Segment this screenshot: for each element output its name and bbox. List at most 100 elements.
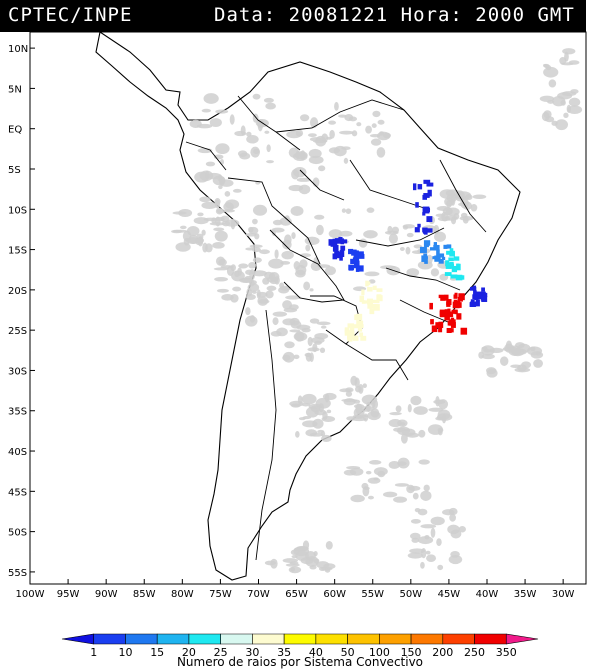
cloud-patch — [316, 224, 324, 236]
lightning-cell — [424, 207, 431, 213]
lightning-cell — [450, 263, 454, 269]
cloud-patch — [430, 516, 445, 526]
lightning-cell — [433, 244, 440, 251]
cloud-patch — [259, 249, 270, 255]
lat-tick-label: 50S — [8, 528, 27, 539]
cloud-patch — [328, 120, 337, 125]
cloud-patch — [251, 270, 267, 277]
lightning-cell — [423, 240, 431, 246]
cloud-patch — [401, 433, 408, 444]
lightning-cell — [356, 320, 364, 325]
lightning-cell — [451, 265, 458, 273]
cloud-patch — [214, 230, 228, 242]
lon-tick-label: 55W — [361, 589, 384, 600]
lat-tick-label: 35S — [8, 407, 27, 418]
cloud-patch — [486, 368, 498, 378]
colorbar-segment — [61, 633, 95, 645]
lightning-cell — [473, 290, 477, 296]
cloud-patch — [212, 175, 226, 186]
cloud-patch — [315, 135, 327, 147]
lightning-cell — [372, 285, 377, 291]
cloud-patch — [368, 279, 376, 284]
cloud-patch — [234, 130, 247, 137]
cloud-patch — [251, 247, 261, 253]
cloud-patch — [264, 130, 270, 134]
cloud-patch — [420, 524, 437, 529]
cloud-patch — [504, 343, 514, 353]
cloud-patch — [407, 552, 424, 559]
colorbar-segment — [315, 633, 348, 645]
colorbar-label: 200 — [432, 646, 453, 659]
lightning-cell — [339, 254, 343, 261]
cloud-patch — [382, 491, 398, 498]
cloud-patch — [441, 413, 447, 424]
lightning-cell — [344, 330, 352, 336]
cloud-patch — [265, 290, 274, 299]
cloud-patch — [238, 263, 249, 269]
cloud-patch — [215, 207, 224, 215]
cloud-patch — [441, 211, 449, 222]
lightning-cell — [480, 295, 485, 301]
cloud-patch — [199, 196, 211, 203]
colorbar-label: 100 — [369, 646, 390, 659]
cloud-patch — [450, 551, 460, 558]
cloud-patch — [230, 264, 236, 272]
cloud-patch — [500, 356, 509, 366]
cloud-patch — [376, 147, 386, 158]
cloud-patch — [219, 159, 225, 165]
cloud-patch — [423, 484, 430, 492]
cloud-patch — [305, 406, 319, 418]
time-caption: Hora: — [400, 4, 463, 26]
cloud-patch — [321, 566, 333, 571]
cloud-patch — [324, 266, 336, 276]
colorbar-segment — [125, 633, 158, 645]
lightning-cell — [333, 247, 337, 252]
cloud-patch — [394, 483, 409, 487]
cloud-patch — [205, 170, 210, 180]
lightning-cell — [423, 193, 430, 198]
cloud-patch — [372, 110, 381, 118]
lightning-cell — [423, 179, 431, 184]
cloud-patch — [449, 513, 456, 522]
cloud-patch — [366, 207, 375, 213]
border-brazil-states-3 — [385, 267, 461, 291]
cloud-patch — [430, 527, 436, 538]
colorbar-label: 20 — [182, 646, 196, 659]
lightning-cell — [457, 296, 461, 301]
cloud-patch — [291, 232, 296, 240]
cloud-patch — [353, 403, 365, 409]
cloud-patch — [248, 262, 257, 269]
cloud-patch — [417, 536, 434, 545]
lightning-cell — [446, 327, 452, 334]
lat-tick-label: 55S — [8, 568, 27, 579]
lightning-cell — [452, 301, 460, 309]
border-bolivia — [269, 229, 345, 303]
lightning-cell — [357, 324, 362, 330]
colorbar-label: 25 — [214, 646, 228, 659]
cloud-patch — [343, 157, 349, 164]
lightning-cell — [481, 295, 488, 302]
cloud-patch — [215, 109, 229, 114]
lightning-cell — [359, 265, 364, 272]
lightning-cell — [423, 229, 428, 235]
cloud-patch — [346, 466, 361, 470]
cloud-patch — [310, 261, 322, 272]
lightning-cell — [348, 264, 354, 271]
cloud-patch — [557, 92, 573, 100]
cloud-patch — [365, 470, 372, 475]
cloud-patch — [338, 230, 353, 237]
cloud-patch — [407, 404, 412, 413]
lightning-cell — [446, 299, 452, 306]
cloud-patch — [209, 222, 226, 226]
cloud-patch — [309, 288, 314, 292]
cloud-patch — [296, 177, 311, 182]
lightning-cell — [438, 253, 445, 258]
cloud-patch — [252, 93, 261, 100]
cloud-patch — [175, 242, 191, 252]
longitude-axis: 100W 95W 90W 85W 80W 75W 70W 65W 60W 55W 50W 45W 40W… — [16, 579, 575, 600]
lightning-cell — [365, 280, 369, 287]
cloud-patch — [341, 398, 358, 402]
cloud-patch — [481, 353, 495, 360]
cloud-patch — [298, 184, 311, 195]
cloud-patch — [314, 332, 329, 340]
